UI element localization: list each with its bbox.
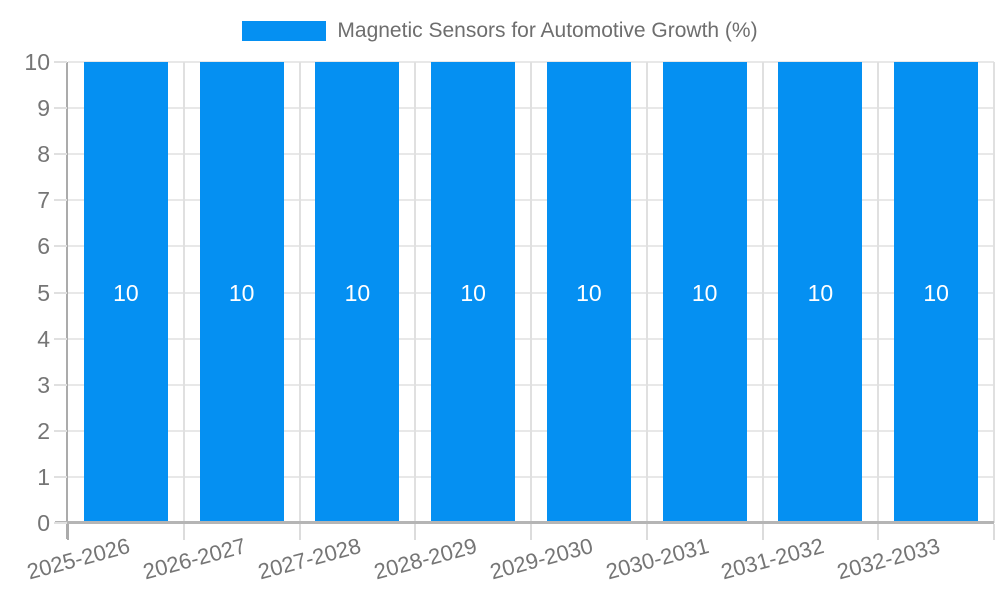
y-axis-tick <box>54 522 67 524</box>
x-axis-line <box>55 521 994 524</box>
y-axis-tick <box>54 199 67 202</box>
x-axis-tick <box>182 524 185 540</box>
y-axis-tick-label: 4 <box>37 325 50 352</box>
gridline-vertical <box>298 62 301 523</box>
x-axis-tick <box>414 524 417 540</box>
x-axis-tick <box>67 524 69 540</box>
y-axis-tick <box>54 337 67 340</box>
bar-value-label: 10 <box>460 279 486 306</box>
bar-value-label: 10 <box>691 279 718 306</box>
y-axis-tick <box>54 245 67 248</box>
gridline-vertical <box>645 62 648 523</box>
x-axis-tick <box>645 524 648 540</box>
y-axis-tick-label: 3 <box>37 371 50 398</box>
legend-swatch <box>242 21 327 41</box>
y-axis-tick-label: 0 <box>37 510 50 536</box>
y-axis-tick-label: 8 <box>37 141 50 168</box>
y-axis-tick-label: 7 <box>37 187 50 214</box>
y-axis-tick-label: 10 <box>24 49 50 75</box>
y-axis-tick <box>54 107 67 110</box>
bar <box>546 62 631 523</box>
bar <box>894 62 979 523</box>
gridline-vertical <box>182 62 185 523</box>
y-axis-tick <box>54 291 67 294</box>
y-axis-tick-label: 9 <box>37 95 50 122</box>
x-axis-tick <box>530 524 532 540</box>
bar-value-label: 10 <box>923 279 949 306</box>
bar <box>431 62 516 523</box>
y-axis-tick <box>54 153 67 156</box>
y-axis-tick-label: 6 <box>37 233 50 260</box>
bar <box>83 62 168 523</box>
y-axis-tick <box>54 429 67 432</box>
gridline-vertical <box>414 62 417 523</box>
gridline-vertical <box>530 62 532 523</box>
gridline-vertical <box>993 62 995 523</box>
x-axis-tick <box>993 524 995 540</box>
y-axis-tick <box>54 61 67 63</box>
bar-value-label: 10 <box>228 279 255 306</box>
legend[interactable]: Magnetic Sensors for Automotive Growth (… <box>0 19 1000 43</box>
x-axis-tick <box>298 524 301 540</box>
bar <box>199 62 284 523</box>
x-axis-tick <box>761 524 764 540</box>
y-axis-line <box>66 62 68 539</box>
y-axis-tick <box>54 475 67 478</box>
bar <box>778 62 863 523</box>
bar-value-label: 10 <box>344 279 371 306</box>
bar-value-label: 10 <box>576 279 602 306</box>
plot-area: 10 10 10 10 10 10 10 10 <box>68 61 995 523</box>
bar-value-label: 10 <box>113 279 139 306</box>
gridline-vertical <box>761 62 764 523</box>
x-axis-tick <box>877 524 880 540</box>
gridline-vertical <box>877 62 880 523</box>
y-axis-tick-label: 2 <box>37 417 50 444</box>
legend-label: Magnetic Sensors for Automotive Growth (… <box>337 19 758 42</box>
y-axis-tick-label: 5 <box>37 279 50 306</box>
bar <box>662 62 747 523</box>
y-axis-tick <box>54 383 67 386</box>
bar-value-label: 10 <box>807 279 834 306</box>
bar <box>315 62 400 523</box>
y-axis-tick-label: 1 <box>37 463 50 490</box>
